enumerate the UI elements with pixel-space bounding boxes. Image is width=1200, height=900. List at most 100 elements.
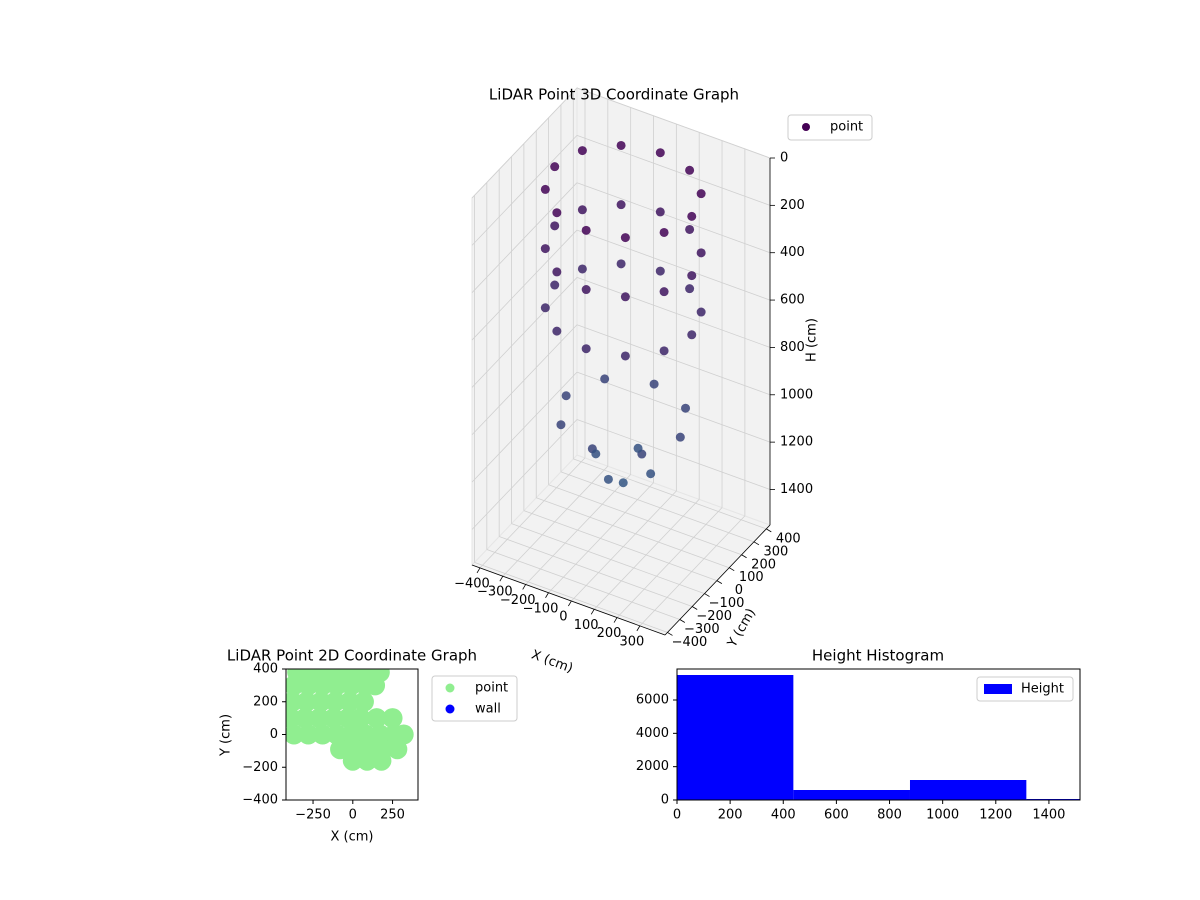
- bar: [793, 790, 910, 800]
- grid-line: [576, 419, 771, 490]
- point: [685, 165, 695, 175]
- point: [350, 708, 371, 729]
- point: [655, 148, 665, 158]
- chart-hist: Height 0 200 400 600 800 1000 1200 1400 0 2000 4000…: [636, 647, 1081, 823]
- point: [339, 691, 360, 712]
- point: [387, 739, 408, 760]
- y-tick-label: 0: [661, 793, 669, 808]
- point: [310, 691, 331, 712]
- x-tick-label: 0: [673, 808, 681, 823]
- grid-line: [471, 229, 578, 341]
- point: [581, 285, 591, 295]
- y-tick: [667, 632, 673, 636]
- point: [581, 225, 591, 235]
- point: [295, 708, 316, 729]
- grid-line: [573, 458, 767, 530]
- x-axis-line: [471, 564, 666, 636]
- x-tick-label: 600: [824, 808, 849, 823]
- z-axis-label: H (cm): [805, 318, 820, 362]
- point: [600, 374, 610, 384]
- z-tick-label: 600: [780, 293, 805, 308]
- y-tick-label: −400: [672, 635, 708, 650]
- point: [620, 351, 630, 361]
- legend-marker: [445, 683, 455, 693]
- x-axis-label: X (cm): [331, 830, 374, 845]
- y-tick-label: −200: [242, 760, 278, 775]
- point: [633, 443, 643, 453]
- grid-line: [525, 474, 631, 585]
- chart-title: LiDAR Point 2D Coordinate Graph: [227, 647, 477, 665]
- grid-line: [474, 562, 668, 633]
- x-tick-label: 300: [619, 634, 644, 649]
- grid-line: [576, 182, 771, 254]
- point: [581, 344, 591, 354]
- point: [577, 264, 587, 274]
- x-tick-label: −200: [500, 593, 536, 608]
- z-tick-label: 400: [780, 245, 805, 260]
- z-tick-label: 1000: [780, 387, 813, 402]
- point: [552, 208, 562, 218]
- y-tick-label: −300: [684, 622, 720, 637]
- y-axis-line: [664, 524, 771, 636]
- x-tick-label: 400: [771, 808, 796, 823]
- point: [577, 205, 587, 215]
- point: [286, 724, 304, 745]
- x-tick: [636, 625, 641, 632]
- point: [620, 292, 630, 302]
- legend-marker: [802, 123, 810, 131]
- point: [341, 675, 362, 696]
- point: [357, 750, 378, 771]
- x-tick-label: −300: [477, 585, 513, 600]
- grid-line: [639, 515, 746, 627]
- y-tick: [741, 554, 747, 559]
- point: [620, 233, 630, 243]
- x-tick: [499, 575, 504, 582]
- grid-line: [511, 523, 705, 594]
- legend-marker: [984, 684, 1012, 694]
- z-tick-label: 1400: [780, 482, 813, 497]
- x-tick-label: 1000: [926, 808, 959, 823]
- point: [550, 162, 560, 172]
- x-tick: [590, 609, 595, 615]
- grid-line: [576, 229, 771, 301]
- y-tick-label: 0: [735, 583, 743, 598]
- x-tick-label: 100: [574, 618, 599, 633]
- y-tick-label: 300: [764, 544, 789, 559]
- grid-line: [576, 324, 771, 396]
- grid-line: [471, 87, 578, 199]
- y-tick-label: 100: [739, 570, 764, 585]
- legend-box: [787, 114, 873, 141]
- back-pane: [576, 87, 771, 526]
- grid-line: [471, 419, 578, 530]
- point: [659, 227, 669, 237]
- x-tick-label: 200: [597, 626, 622, 641]
- grid-line: [486, 549, 680, 620]
- grid-line: [471, 277, 578, 388]
- point: [616, 200, 626, 210]
- point: [685, 284, 695, 294]
- legend-label: wall: [475, 702, 501, 717]
- point: [655, 207, 665, 217]
- legend-label: Height: [1021, 682, 1064, 697]
- y-tick: [729, 567, 735, 572]
- point: [687, 211, 697, 221]
- point: [659, 346, 669, 356]
- x-tick-label: 0: [349, 808, 357, 823]
- point: [591, 449, 601, 459]
- point: [298, 724, 319, 745]
- point: [655, 266, 665, 276]
- point: [552, 267, 562, 277]
- point: [309, 708, 330, 729]
- y-tick: [766, 528, 772, 533]
- grid-line: [548, 484, 742, 556]
- grid-line: [576, 87, 771, 159]
- y-tick: [679, 619, 686, 623]
- x-tick: [545, 592, 549, 598]
- axes-frame: [676, 668, 1081, 801]
- x-axis-label: X (cm): [529, 648, 575, 677]
- y-tick-label: 6000: [636, 693, 669, 708]
- point: [696, 189, 706, 199]
- point: [649, 379, 659, 389]
